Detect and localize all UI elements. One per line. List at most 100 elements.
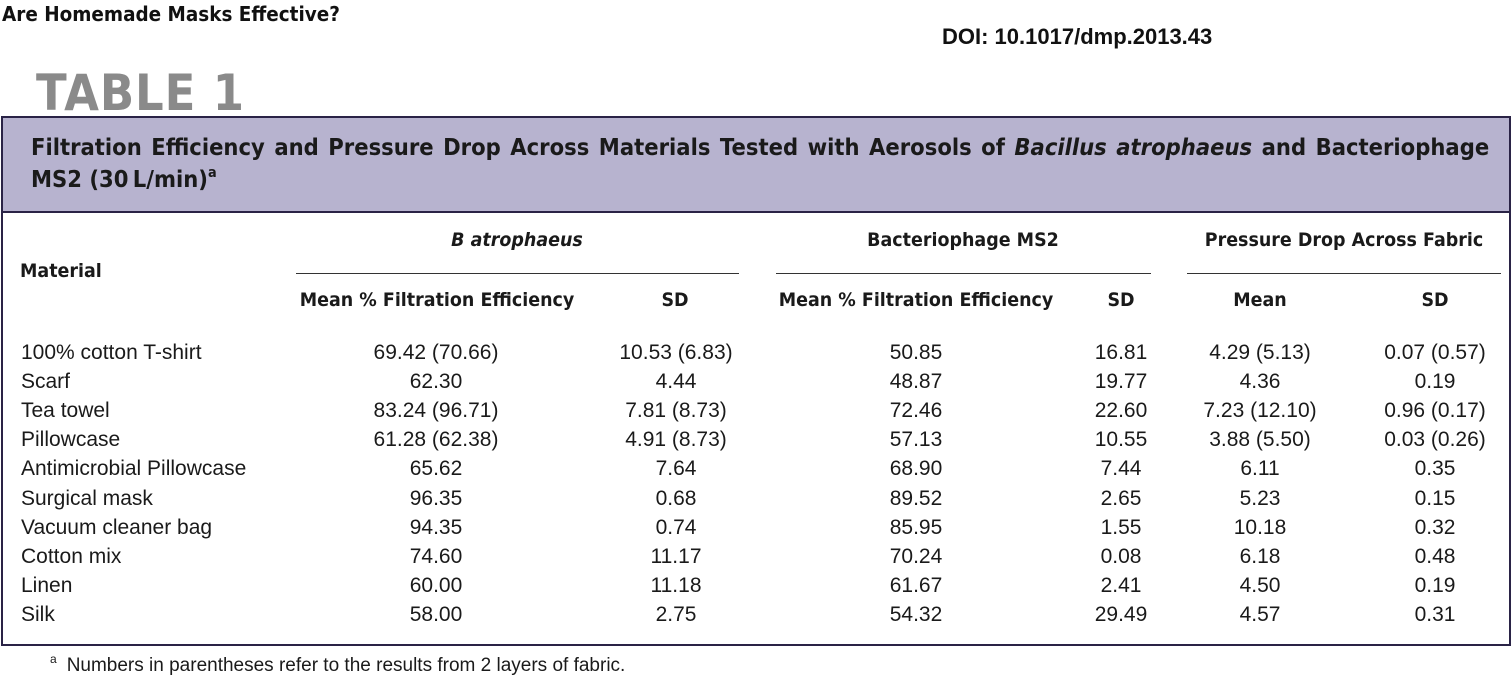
group-rule-b-atrophaeus bbox=[296, 273, 739, 274]
cell-ba-mean: 83.24 (96.71) bbox=[373, 399, 499, 423]
table-row: Linen 60.00 11.18 61.67 2.41 4.50 0.19 bbox=[3, 571, 1509, 600]
table-caption: Filtration Efficiency and Pressure Drop … bbox=[31, 132, 1489, 196]
cell-ba-sd: 7.64 bbox=[655, 457, 697, 481]
subheader-ms2-mean: Mean % Filtration Efficiency bbox=[778, 289, 1054, 311]
cell-ms2-sd: 16.81 bbox=[1094, 341, 1148, 364]
caption-organism: Bacillus atrophaeus bbox=[1014, 135, 1253, 161]
group-rule-pressure bbox=[1187, 273, 1501, 274]
cell-ba-mean: 74.60 bbox=[409, 544, 463, 568]
table-footnote: a Numbers in parentheses refer to the res… bbox=[50, 652, 626, 677]
cell-ba-sd: 2.75 bbox=[655, 602, 697, 626]
cell-ba-mean: 60.00 bbox=[409, 573, 463, 597]
cell-ms2-mean: 70.24 bbox=[889, 544, 943, 568]
cell-ms2-sd: 1.55 bbox=[1100, 515, 1142, 539]
cell-ms2-mean: 68.90 bbox=[889, 457, 943, 481]
cell-ms2-mean: 54.32 bbox=[889, 602, 943, 626]
cell-ms2-sd: 2.41 bbox=[1100, 573, 1142, 597]
cell-pd-mean: 10.18 bbox=[1233, 515, 1287, 539]
cell-ba-mean: 94.35 bbox=[409, 515, 463, 539]
cell-material: 100% cotton T-shirt bbox=[21, 341, 202, 364]
cell-material: Antimicrobial Pillowcase bbox=[21, 457, 247, 481]
cell-ms2-sd: 2.65 bbox=[1100, 486, 1142, 510]
cell-pd-mean: 6.18 bbox=[1239, 544, 1281, 568]
cell-pd-sd: 0.19 bbox=[1414, 573, 1456, 597]
cell-pd-mean: 4.29 (5.13) bbox=[1209, 341, 1311, 364]
header-material: Material bbox=[20, 260, 102, 282]
cell-material: Cotton mix bbox=[21, 544, 122, 568]
cell-pd-sd: 0.48 bbox=[1414, 544, 1456, 568]
cell-pd-sd: 0.07 (0.57) bbox=[1384, 341, 1486, 364]
cell-ms2-sd: 10.55 bbox=[1094, 428, 1148, 452]
subheader-ba-sd: SD bbox=[661, 289, 689, 311]
cell-pd-sd: 0.19 bbox=[1414, 370, 1456, 394]
running-title: Are Homemade Masks Effective? bbox=[2, 2, 340, 26]
cell-ms2-sd: 0.08 bbox=[1100, 544, 1142, 568]
cell-ba-sd: 11.18 bbox=[650, 573, 702, 597]
cell-material: Silk bbox=[21, 602, 55, 626]
subheader-pd-sd: SD bbox=[1421, 289, 1449, 311]
cell-ms2-sd: 19.77 bbox=[1094, 370, 1148, 394]
cell-ms2-mean: 89.52 bbox=[889, 486, 943, 510]
cell-material: Tea towel bbox=[21, 399, 110, 423]
cell-pd-sd: 0.32 bbox=[1414, 515, 1456, 539]
table-row: 100% cotton T-shirt 69.42 (70.66) 10.53 (6… bbox=[3, 338, 1509, 367]
cell-pd-sd: 0.96 (0.17) bbox=[1384, 399, 1486, 423]
cell-pd-mean: 5.23 bbox=[1239, 486, 1281, 510]
cell-ba-sd: 10.53 (6.83) bbox=[619, 341, 733, 364]
caption-text-before: Filtration Efficiency and Pressure Drop … bbox=[31, 135, 1015, 161]
cell-ms2-mean: 50.85 bbox=[889, 341, 943, 364]
cell-ba-sd: 7.81 (8.73) bbox=[625, 399, 727, 423]
cell-pd-mean: 4.50 bbox=[1239, 573, 1281, 597]
cell-pd-sd: 0.31 bbox=[1414, 602, 1456, 626]
cell-pd-mean: 3.88 (5.50) bbox=[1209, 428, 1311, 452]
cell-pd-mean: 4.36 bbox=[1239, 370, 1281, 394]
table-row: Tea towel 83.24 (96.71) 7.81 (8.73) 72.46 22… bbox=[3, 396, 1509, 425]
cell-pd-sd: 0.03 (0.26) bbox=[1384, 428, 1486, 452]
table-row: Scarf 62.30 4.44 48.87 19.77 4.36 0.19 bbox=[3, 367, 1509, 396]
table-row: Pillowcase 61.28 (62.38) 4.91 (8.73) 57.13 1… bbox=[3, 425, 1509, 454]
table-row: Vacuum cleaner bag 94.35 0.74 85.95 1.55 10.1… bbox=[3, 513, 1509, 542]
cell-ms2-mean: 48.87 bbox=[889, 370, 943, 394]
doi-reference: DOI: 10.1017/dmp.2013.43 bbox=[942, 24, 1213, 49]
cell-ms2-mean: 61.67 bbox=[889, 573, 943, 597]
cell-ba-sd: 4.91 (8.73) bbox=[625, 428, 727, 452]
cell-pd-mean: 4.57 bbox=[1239, 602, 1281, 626]
table-row: Cotton mix 74.60 11.17 70.24 0.08 6.18 0.48 bbox=[3, 542, 1509, 571]
cell-ms2-sd: 22.60 bbox=[1094, 399, 1148, 423]
cell-pd-mean: 7.23 (12.10) bbox=[1203, 399, 1317, 423]
cell-ms2-mean: 57.13 bbox=[889, 428, 943, 452]
subheader-ms2-sd: SD bbox=[1107, 289, 1135, 311]
table-label: TABLE 1 bbox=[36, 64, 246, 122]
cell-ba-sd: 11.17 bbox=[650, 544, 702, 568]
group-rule-ms2 bbox=[776, 273, 1151, 274]
cell-ba-sd: 4.44 bbox=[655, 370, 697, 394]
cell-ms2-mean: 72.46 bbox=[889, 399, 943, 423]
caption-text-after: and Bacteriophage MS2 (30 L/min) bbox=[31, 135, 1490, 193]
cell-material: Scarf bbox=[21, 370, 71, 394]
cell-ms2-sd: 7.44 bbox=[1100, 457, 1142, 481]
cell-ba-mean: 61.28 (62.38) bbox=[373, 428, 499, 452]
cell-pd-mean: 6.11 bbox=[1240, 457, 1280, 481]
header-group-pressure: Pressure Drop Across Fabric bbox=[1204, 229, 1484, 251]
header-group-b-atrophaeus: B atrophaeus bbox=[451, 229, 583, 251]
cell-ba-sd: 0.74 bbox=[655, 515, 697, 539]
cell-ms2-mean: 85.95 bbox=[889, 515, 943, 539]
cell-ba-mean: 65.62 bbox=[409, 457, 463, 481]
cell-material: Surgical mask bbox=[21, 486, 153, 510]
footnote-marker: a bbox=[50, 652, 57, 666]
table-row: Surgical mask 96.35 0.68 89.52 2.65 5.23 0.15 bbox=[3, 484, 1509, 513]
cell-ba-mean: 62.30 bbox=[409, 370, 463, 394]
cell-ba-sd: 0.68 bbox=[655, 486, 697, 510]
subheader-pd-mean: Mean bbox=[1233, 289, 1287, 311]
footnote-text: Numbers in parentheses refer to the resu… bbox=[66, 655, 626, 676]
cell-material: Pillowcase bbox=[21, 428, 121, 452]
table-caption-band: Filtration Efficiency and Pressure Drop … bbox=[3, 118, 1509, 213]
cell-material: Linen bbox=[21, 573, 73, 597]
cell-ba-mean: 69.42 (70.66) bbox=[373, 341, 499, 364]
cell-ba-mean: 96.35 bbox=[409, 486, 463, 510]
cell-pd-sd: 0.15 bbox=[1414, 486, 1456, 510]
cell-pd-sd: 0.35 bbox=[1414, 457, 1456, 481]
cell-material: Vacuum cleaner bag bbox=[21, 515, 213, 539]
table-frame: Filtration Efficiency and Pressure Drop … bbox=[1, 116, 1511, 646]
cell-ms2-sd: 29.49 bbox=[1094, 602, 1148, 626]
